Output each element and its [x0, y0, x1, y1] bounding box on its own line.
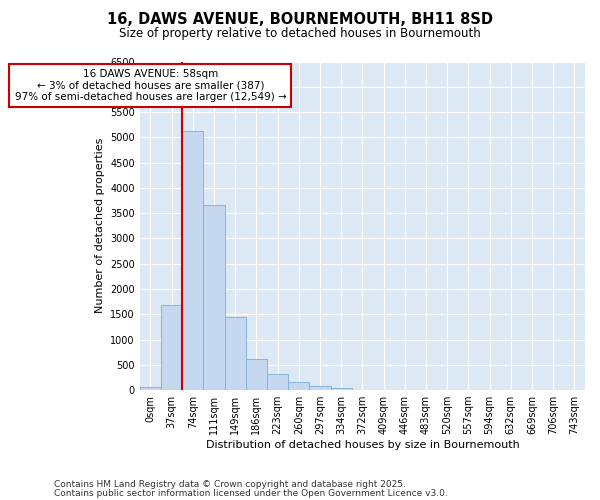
Text: 16 DAWS AVENUE: 58sqm
← 3% of detached houses are smaller (387)
97% of semi-deta: 16 DAWS AVENUE: 58sqm ← 3% of detached h…: [14, 69, 286, 102]
Bar: [288, 382, 310, 390]
Bar: [161, 305, 182, 390]
Bar: [246, 358, 267, 390]
Bar: [310, 386, 331, 390]
Bar: [267, 374, 288, 390]
Bar: [203, 205, 224, 390]
Text: Contains HM Land Registry data © Crown copyright and database right 2025.: Contains HM Land Registry data © Crown c…: [54, 480, 406, 489]
Bar: [224, 318, 246, 390]
Y-axis label: Number of detached properties: Number of detached properties: [95, 138, 104, 314]
Text: Size of property relative to detached houses in Bournemouth: Size of property relative to detached ho…: [119, 28, 481, 40]
Bar: [331, 388, 352, 390]
X-axis label: Distribution of detached houses by size in Bournemouth: Distribution of detached houses by size …: [206, 440, 519, 450]
Bar: [182, 132, 203, 390]
Bar: [140, 386, 161, 390]
Text: Contains public sector information licensed under the Open Government Licence v3: Contains public sector information licen…: [54, 489, 448, 498]
Text: 16, DAWS AVENUE, BOURNEMOUTH, BH11 8SD: 16, DAWS AVENUE, BOURNEMOUTH, BH11 8SD: [107, 12, 493, 28]
